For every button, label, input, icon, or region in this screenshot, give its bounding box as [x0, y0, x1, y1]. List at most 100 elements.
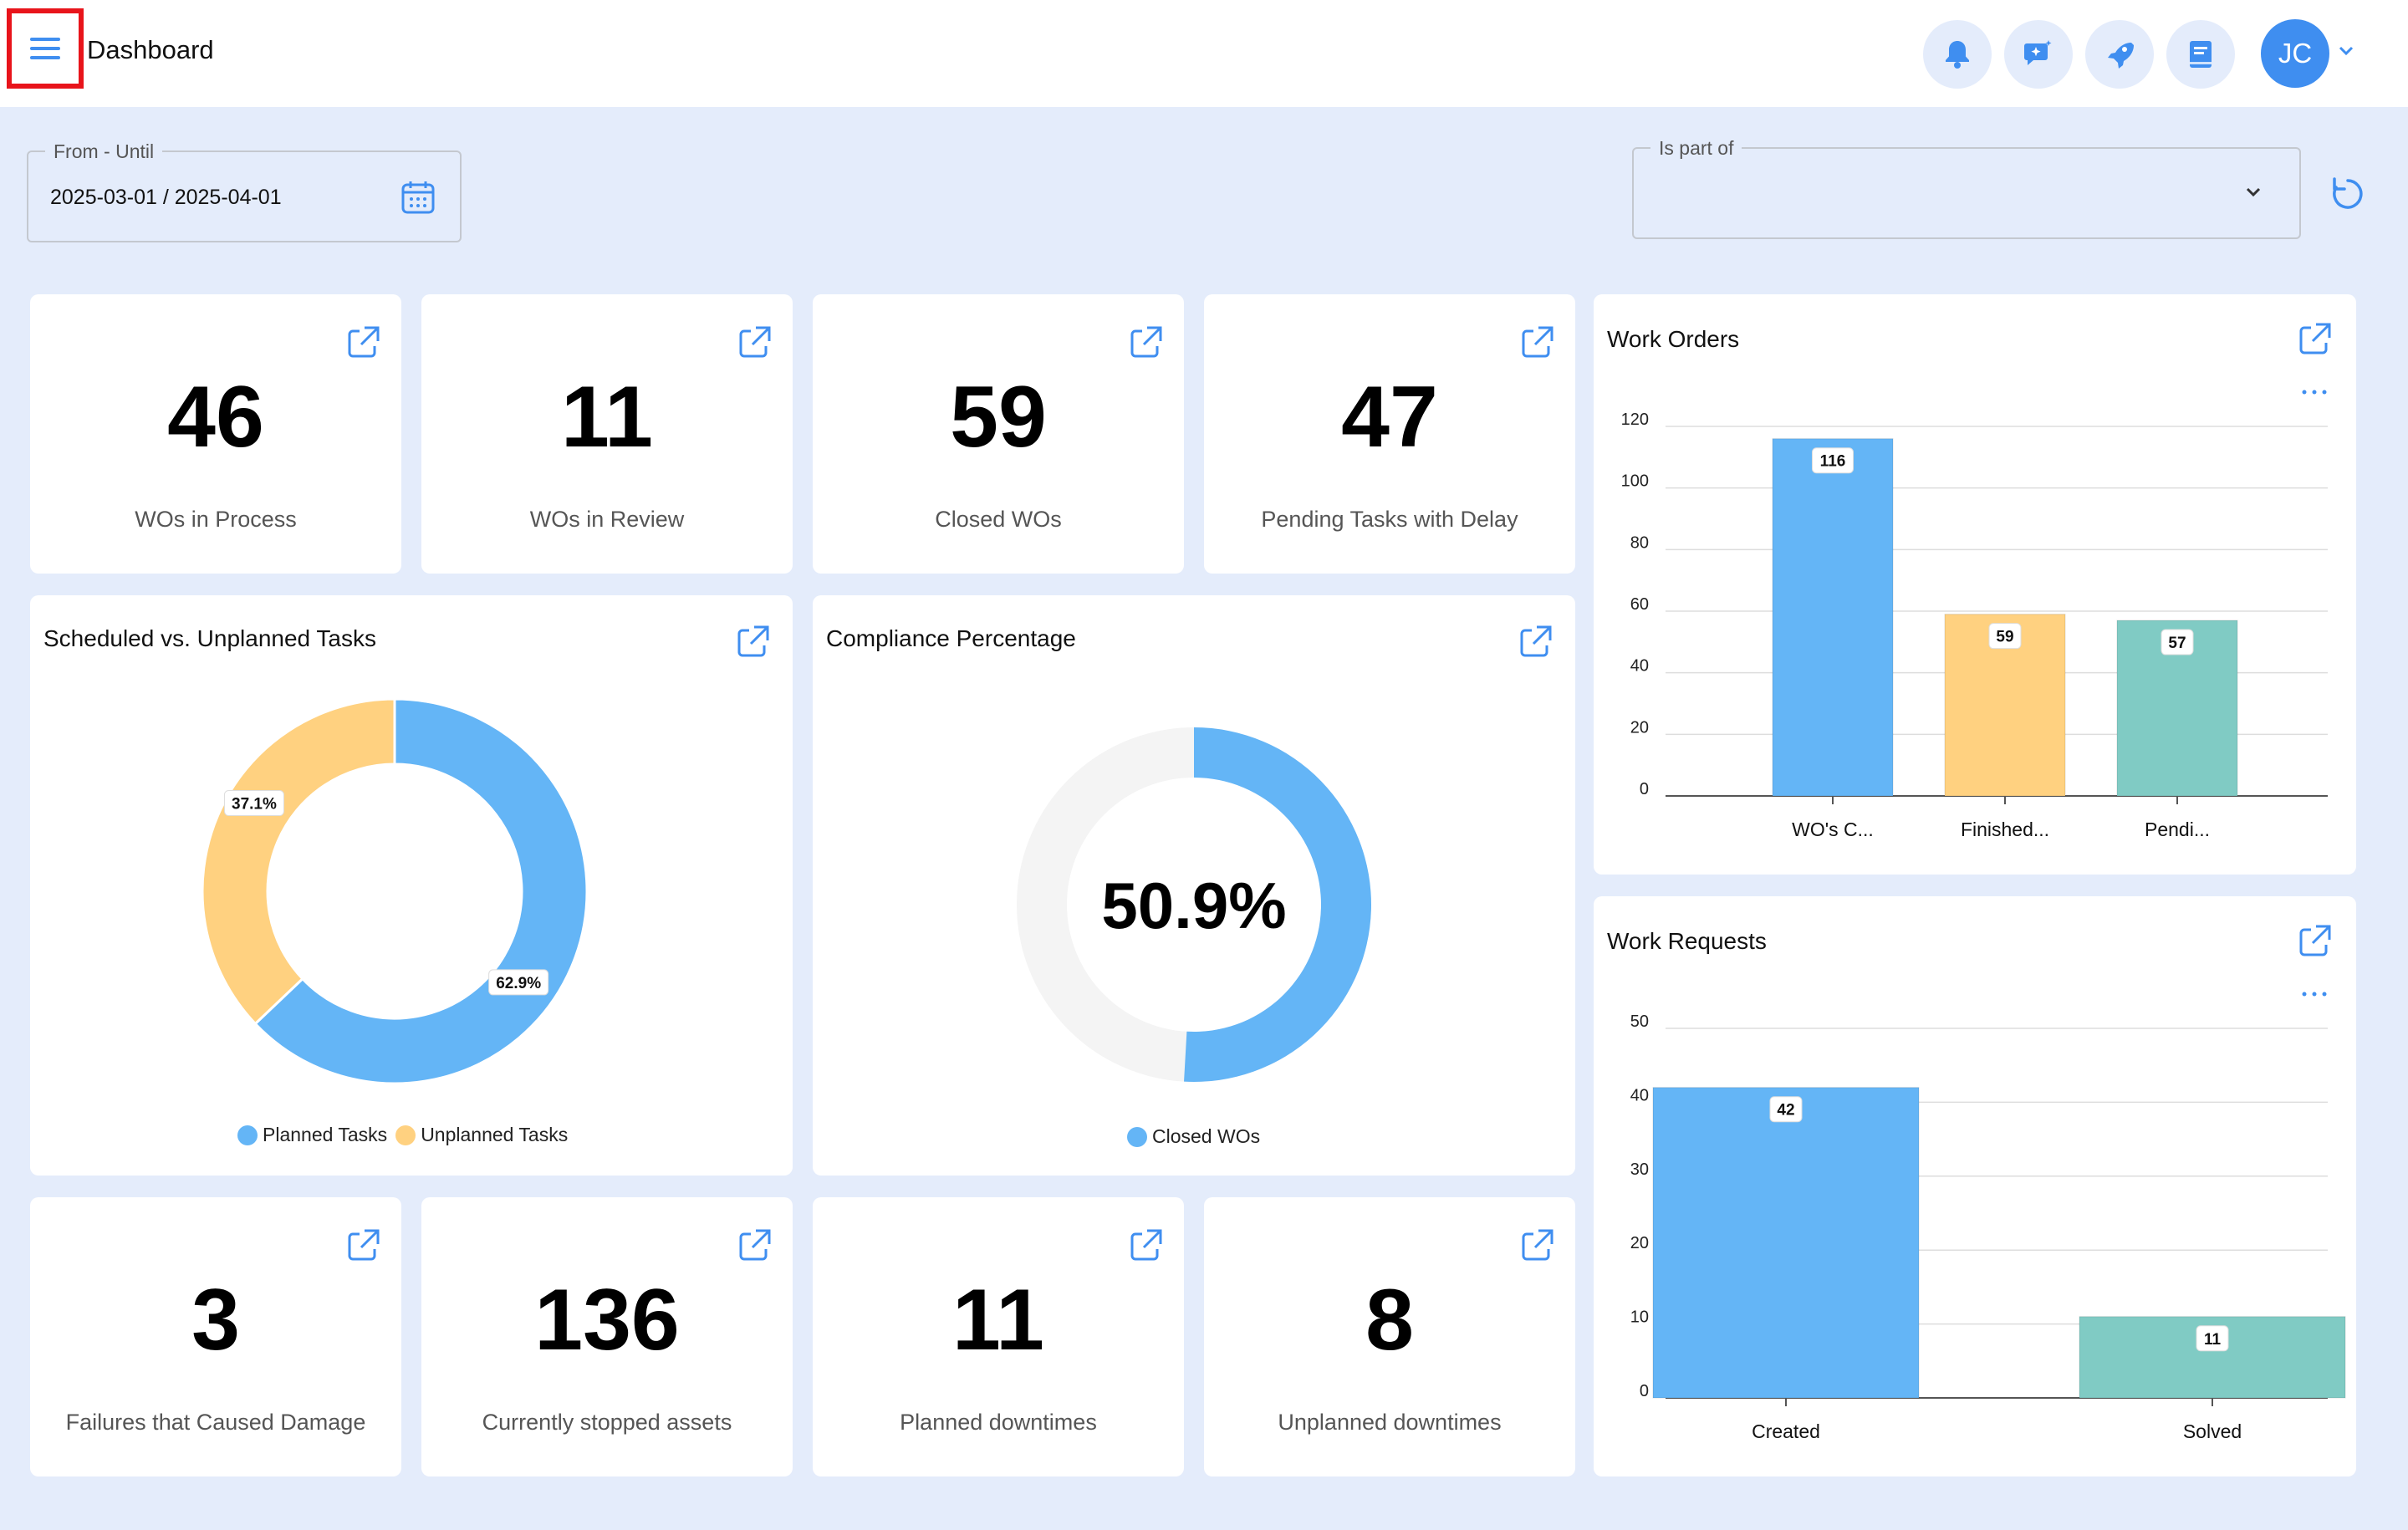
open-external-icon[interactable] — [1518, 324, 1555, 361]
guide-button[interactable] — [2166, 20, 2235, 89]
kpi-value: 8 — [1365, 1272, 1414, 1369]
open-external-icon[interactable] — [344, 1227, 381, 1264]
user-avatar[interactable]: JC — [2261, 19, 2329, 88]
y-tick-label: 20 — [1630, 1234, 1649, 1252]
bar-data-label: 42 — [1769, 1096, 1803, 1123]
y-tick-label: 20 — [1630, 718, 1649, 737]
kpi-card-wos-in-review[interactable]: 11 WOs in Review — [421, 294, 793, 574]
y-tick-label: 60 — [1630, 595, 1649, 614]
kpi-card-failures-damage[interactable]: 3 Failures that Caused Damage — [30, 1197, 401, 1476]
bar-data-label: 11 — [2196, 1325, 2229, 1352]
open-external-icon[interactable] — [734, 624, 771, 660]
rocket-icon — [2108, 43, 2134, 69]
work-requests-card: Work Requests 0 10 20 30 40 50 42 Created 11 Solv… — [1594, 896, 2356, 1476]
open-external-icon[interactable] — [1517, 624, 1553, 660]
scheduled-vs-unplanned-card: Scheduled vs. Unplanned Tasks 62.9% 37.1%… — [30, 595, 793, 1176]
svg-text:57: 57 — [2168, 635, 2186, 652]
card-title: Scheduled vs. Unplanned Tasks — [43, 625, 376, 651]
open-external-icon[interactable] — [344, 324, 381, 361]
top-bar: Dashboard JC — [0, 0, 2408, 107]
bar-data-label: 57 — [2161, 629, 2194, 655]
kpi-card-pending-tasks-delay[interactable]: 47 Pending Tasks with Delay — [1204, 294, 1575, 574]
x-tick-label: Finished... — [1961, 819, 2049, 840]
kpi-card-wos-in-process[interactable]: 46 WOs in Process — [30, 294, 401, 574]
card-title: Compliance Percentage — [826, 625, 1076, 651]
y-tick-label: 0 — [1640, 780, 1649, 798]
kpi-label: Failures that Caused Damage — [65, 1410, 366, 1435]
is-part-of-label: Is part of — [1650, 137, 1742, 160]
calendar-icon[interactable] — [400, 179, 436, 216]
kpi-value: 59 — [950, 369, 1047, 466]
y-tick-label: 100 — [1621, 472, 1649, 491]
y-tick-label: 10 — [1630, 1308, 1649, 1327]
open-external-icon[interactable] — [736, 1227, 773, 1264]
legend-label: Planned Tasks — [263, 1124, 388, 1145]
kpi-value: 11 — [952, 1272, 1044, 1369]
kpi-label: Planned downtimes — [900, 1410, 1097, 1435]
kpi-card-stopped-assets[interactable]: 136 Currently stopped assets — [421, 1197, 793, 1476]
y-tick-label: 80 — [1630, 533, 1649, 552]
card-title: Work Orders — [1607, 326, 1740, 352]
is-part-of-select[interactable]: Is part of — [1632, 137, 2301, 239]
more-options-icon[interactable] — [2296, 386, 2333, 398]
legend-label: Unplanned Tasks — [421, 1124, 569, 1145]
card-title: Work Requests — [1607, 928, 1767, 954]
work-orders-bar-chart: 0 20 40 60 80 100 120 116 WO's C... 59 Finished...… — [1621, 411, 2328, 840]
menu-icon — [30, 38, 60, 59]
quick-start-button[interactable] — [2085, 20, 2154, 89]
svg-text:11: 11 — [2204, 1331, 2222, 1349]
open-external-icon[interactable] — [1127, 1227, 1164, 1264]
compliance-value: 50.9% — [1101, 869, 1287, 942]
bar[interactable] — [1652, 1087, 1920, 1399]
work-requests-bar-chart: 0 10 20 30 40 50 42 Created 11 Solved — [1630, 1012, 2346, 1442]
kpi-label: WOs in Process — [135, 507, 297, 532]
chevron-down-icon — [2246, 187, 2261, 197]
kpi-value: 46 — [167, 369, 264, 466]
date-range-label: From - Until — [45, 140, 163, 163]
tasks-donut-chart: 62.9% 37.1% — [201, 697, 589, 1085]
svg-text:59: 59 — [1996, 629, 2013, 646]
compliance-card: Compliance Percentage 50.9% Closed WOs — [813, 595, 1575, 1176]
y-tick-label: 30 — [1630, 1160, 1649, 1179]
x-tick-label: Solved — [2183, 1420, 2242, 1442]
work-orders-card: Work Orders 0 20 40 60 80 100 120 116 WO's C... 5… — [1594, 294, 2356, 875]
hamburger-menu-button[interactable] — [7, 8, 84, 89]
donut-slice-closed-wos[interactable] — [1184, 727, 1371, 1082]
svg-text:116: 116 — [1820, 453, 1846, 471]
open-external-icon[interactable] — [2296, 321, 2333, 358]
kpi-card-planned-downtimes[interactable]: 11 Planned downtimes — [813, 1197, 1184, 1476]
legend-item-unplanned: Unplanned Tasks — [395, 1124, 568, 1146]
open-external-icon[interactable] — [1518, 1227, 1555, 1264]
date-range-field[interactable]: From - Until 2025-03-01 / 2025-04-01 — [27, 140, 462, 242]
kpi-label: Pending Tasks with Delay — [1261, 507, 1518, 532]
donut-data-label: 62.9% — [488, 969, 549, 996]
ai-chat-button[interactable] — [2004, 20, 2073, 89]
kpi-label: Unplanned downtimes — [1278, 1410, 1502, 1435]
tasks-legend: Planned Tasks Unplanned Tasks — [237, 1124, 568, 1146]
y-tick-label: 40 — [1630, 657, 1649, 676]
donut-slice-1[interactable] — [201, 697, 396, 1026]
notifications-button[interactable] — [1923, 20, 1992, 89]
kpi-card-unplanned-downtimes[interactable]: 8 Unplanned downtimes — [1204, 1197, 1575, 1476]
kpi-value: 47 — [1341, 369, 1438, 466]
open-external-icon[interactable] — [2296, 923, 2333, 960]
kpi-label: Closed WOs — [935, 507, 1062, 532]
kpi-label: WOs in Review — [529, 507, 685, 532]
y-tick-label: 50 — [1630, 1012, 1649, 1031]
chat-sparkle-icon — [2024, 40, 2052, 65]
svg-text:42: 42 — [1777, 1102, 1794, 1119]
bar-data-label: 59 — [1988, 623, 2022, 650]
kpi-card-closed-wos[interactable]: 59 Closed WOs — [813, 294, 1184, 574]
bar[interactable] — [1772, 438, 1894, 797]
legend-label: Closed WOs — [1152, 1125, 1261, 1147]
open-external-icon[interactable] — [736, 324, 773, 361]
bell-icon — [1946, 41, 1969, 69]
refresh-icon[interactable] — [2328, 174, 2368, 214]
legend-item-closed-wos: Closed WOs — [1127, 1125, 1260, 1148]
chevron-down-icon[interactable] — [2338, 45, 2354, 57]
x-tick-label: Pendi... — [2145, 819, 2210, 840]
x-tick-label: WO's C... — [1792, 819, 1874, 840]
more-options-icon[interactable] — [2296, 988, 2333, 1000]
page-title: Dashboard — [87, 35, 214, 64]
open-external-icon[interactable] — [1127, 324, 1164, 361]
